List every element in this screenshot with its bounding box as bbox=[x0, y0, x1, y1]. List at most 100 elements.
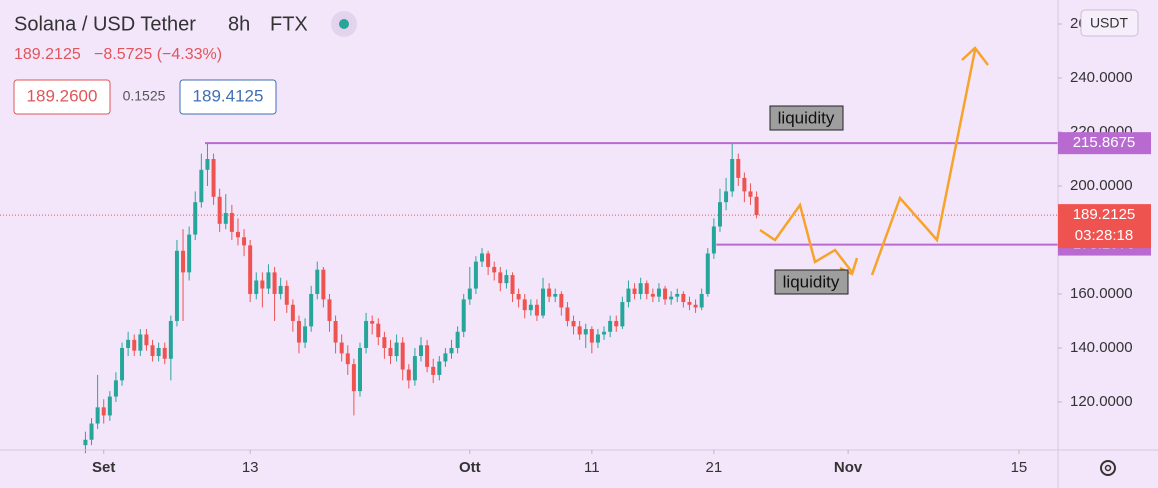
candle-body bbox=[229, 212, 234, 232]
candle-body bbox=[516, 293, 521, 300]
buy-button[interactable] bbox=[179, 79, 277, 115]
sell-button[interactable] bbox=[13, 79, 111, 115]
candle-body bbox=[754, 196, 759, 216]
candle-body bbox=[663, 288, 668, 300]
last-price-label: 189.2125 bbox=[1073, 206, 1136, 223]
title: Solana / USD Tether bbox=[14, 13, 196, 35]
drawing-arrowhead bbox=[961, 46, 989, 66]
candle-body bbox=[541, 288, 546, 316]
candle-body bbox=[650, 293, 655, 297]
candle-body bbox=[150, 345, 155, 357]
candle-body bbox=[364, 320, 369, 348]
bid[interactable]: 189.2600 bbox=[27, 86, 98, 105]
candle-body bbox=[181, 250, 186, 273]
axis: 260.0000240.0000220.0000200.0000180.0000… bbox=[92, 15, 1151, 476]
x-tick-label: 21 bbox=[706, 459, 723, 476]
candle-body bbox=[388, 347, 393, 357]
candle-body bbox=[473, 261, 478, 289]
candle-body bbox=[522, 299, 527, 311]
x-tick-label: 11 bbox=[584, 459, 600, 476]
candle-body bbox=[345, 353, 350, 365]
candle-body bbox=[486, 253, 491, 267]
drawing bbox=[759, 202, 853, 273]
candle-body bbox=[547, 288, 552, 297]
currency[interactable]: USDT bbox=[1090, 15, 1129, 31]
candle-body bbox=[284, 285, 289, 305]
candle-body bbox=[528, 304, 533, 311]
candle-body bbox=[443, 353, 448, 362]
candle-body bbox=[571, 320, 576, 327]
annotation-box bbox=[769, 105, 844, 131]
candle-body bbox=[595, 334, 600, 343]
candle-body bbox=[205, 158, 210, 170]
candle-body bbox=[455, 331, 460, 348]
y-tick-label: 200.0000 bbox=[1070, 177, 1133, 194]
candle-body bbox=[174, 250, 179, 321]
candle-body bbox=[101, 407, 106, 416]
candle-body bbox=[120, 347, 125, 381]
candle-body bbox=[168, 320, 173, 359]
x-tick-label: Ott bbox=[459, 459, 481, 476]
annotation: liquidity bbox=[778, 108, 835, 127]
drawing bbox=[870, 49, 977, 276]
candle-body bbox=[699, 293, 704, 308]
candle-body bbox=[467, 288, 472, 300]
candle-body bbox=[199, 169, 204, 203]
candle-body bbox=[303, 326, 308, 343]
x-tick-label: Set bbox=[92, 459, 115, 476]
candle-body bbox=[412, 356, 417, 381]
candle-body bbox=[357, 347, 362, 392]
y-tick-label: 120.0000 bbox=[1070, 393, 1133, 410]
candle-body bbox=[449, 347, 454, 354]
ask[interactable]: 189.4125 bbox=[193, 86, 264, 105]
candle-body bbox=[235, 231, 240, 238]
candle-body bbox=[742, 177, 747, 192]
currency-button[interactable] bbox=[1080, 9, 1139, 37]
candle-body bbox=[217, 196, 222, 224]
candle-body bbox=[126, 339, 131, 348]
change: −8.5725 (−4.33%) bbox=[94, 46, 222, 63]
candle-body bbox=[187, 234, 192, 273]
candle-body bbox=[333, 320, 338, 343]
candle-body bbox=[254, 280, 259, 294]
y-tick-label: 160.0000 bbox=[1070, 285, 1133, 302]
candle-body bbox=[95, 407, 100, 424]
level-badge bbox=[1058, 132, 1151, 155]
candle-body bbox=[705, 253, 710, 294]
candle-body bbox=[498, 272, 503, 284]
status-dot bbox=[339, 19, 349, 29]
candle-body bbox=[626, 288, 631, 303]
candle-body bbox=[492, 266, 497, 273]
candle-body bbox=[675, 293, 680, 297]
candle-body bbox=[315, 269, 320, 294]
candle-body bbox=[376, 323, 381, 338]
candle-body bbox=[296, 320, 301, 343]
y-tick-label: 140.0000 bbox=[1070, 339, 1133, 356]
candle-body bbox=[144, 334, 149, 346]
candle-body bbox=[193, 202, 198, 235]
candle-body bbox=[589, 329, 594, 343]
candle-body bbox=[577, 326, 582, 335]
candle-body bbox=[711, 226, 716, 254]
candle-body bbox=[83, 439, 88, 446]
settings-icon[interactable] bbox=[1100, 460, 1116, 476]
interval: 8h bbox=[228, 13, 250, 35]
candle-body bbox=[107, 396, 112, 416]
candle-body bbox=[656, 288, 661, 297]
candle-body bbox=[248, 245, 253, 294]
candle-body bbox=[614, 320, 619, 327]
annotation-box bbox=[774, 269, 849, 295]
candle-body bbox=[406, 369, 411, 381]
candle-body bbox=[693, 304, 698, 308]
exchange: FTX bbox=[270, 13, 308, 35]
candle-body bbox=[321, 269, 326, 300]
candle-body bbox=[437, 361, 442, 375]
candle-body bbox=[583, 329, 588, 335]
candle-body bbox=[290, 304, 295, 321]
candle-body bbox=[480, 253, 485, 262]
candle-body bbox=[724, 191, 729, 203]
candle-body bbox=[730, 158, 735, 192]
candle-body bbox=[620, 302, 625, 327]
candle-body bbox=[382, 337, 387, 348]
plot-area bbox=[0, 142, 1058, 454]
